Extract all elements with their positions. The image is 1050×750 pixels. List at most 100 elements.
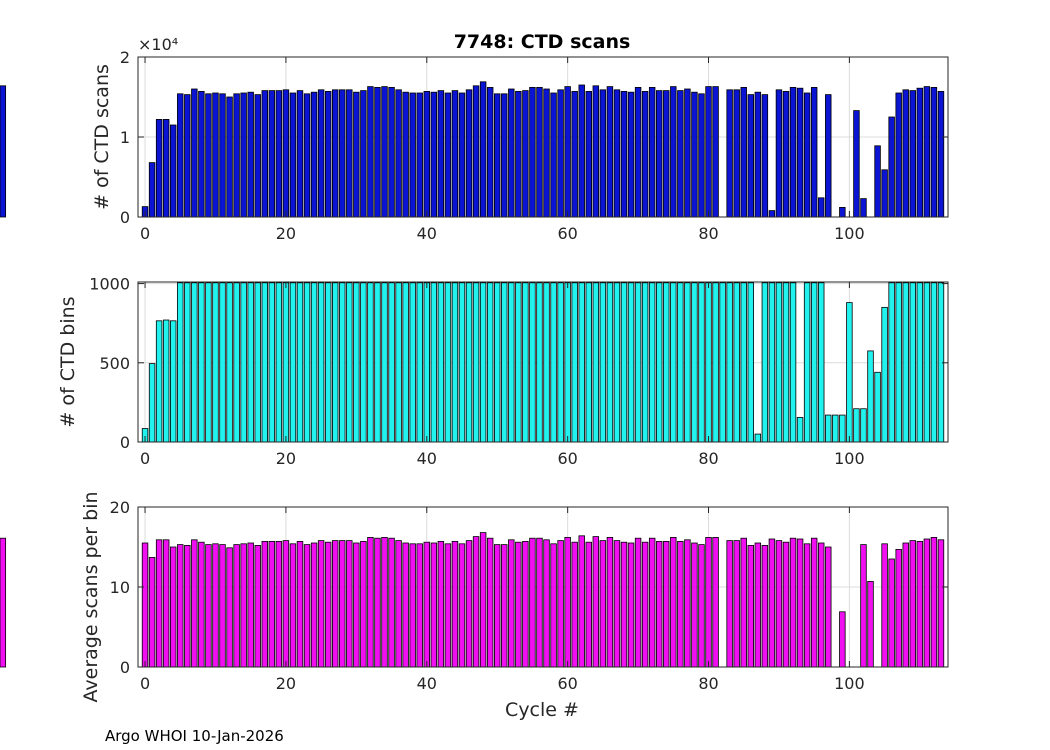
bar (867, 581, 874, 668)
bar (557, 282, 564, 443)
bar (916, 282, 924, 443)
bar (219, 282, 226, 443)
scans-panel: 7748: CTD scans ×10⁴ # of CTD scans 0 20 4… (0, 31, 949, 243)
bar (233, 544, 240, 668)
bar (620, 91, 628, 218)
bar (141, 542, 149, 668)
bar (296, 541, 304, 668)
bar (818, 282, 825, 443)
bar (177, 93, 184, 218)
bar (360, 282, 367, 443)
bar (740, 87, 747, 218)
bar (839, 206, 846, 218)
bar (909, 282, 916, 443)
bar (656, 541, 663, 668)
bar (409, 543, 416, 668)
bar (634, 282, 642, 443)
bar (825, 414, 832, 443)
bar (331, 540, 339, 668)
y-tick-label: 20 (110, 498, 130, 517)
bar (191, 88, 198, 218)
bar (317, 89, 325, 218)
x-tick-label: 100 (834, 224, 865, 243)
bar (782, 282, 790, 443)
bar (472, 536, 480, 668)
bar (515, 91, 522, 218)
bar (148, 557, 156, 668)
bar (726, 540, 733, 668)
bar (155, 320, 163, 443)
x-tick-label: 0 (140, 449, 150, 468)
bar (522, 90, 529, 218)
bar (592, 536, 600, 668)
bar (367, 537, 374, 668)
bar (782, 541, 790, 668)
bar (381, 86, 388, 218)
bar (508, 539, 515, 668)
bar (874, 371, 881, 443)
bar (289, 543, 297, 668)
x-tick-label: 80 (698, 674, 718, 693)
y-tick-label: 2 (120, 48, 130, 67)
bar (324, 282, 332, 443)
bar (648, 282, 656, 443)
x-axis-label: Cycle # (505, 699, 579, 721)
bar (240, 92, 247, 218)
bar (430, 542, 438, 668)
bar (606, 86, 614, 218)
bar (578, 535, 585, 668)
bar (578, 84, 585, 218)
bar (740, 537, 747, 668)
bar (684, 282, 691, 443)
bar (451, 90, 459, 218)
bar (606, 537, 614, 668)
y-tick-label: 500 (99, 354, 130, 373)
bar (768, 282, 776, 443)
bar (923, 538, 931, 668)
avg-panel: Average scans per bin Cycle # 0 20 40 60 80 1… (0, 491, 949, 721)
bar (493, 544, 501, 668)
bar (205, 93, 212, 218)
bar (705, 282, 712, 443)
bar (818, 542, 825, 668)
bar (796, 87, 804, 218)
bar (0, 85, 7, 218)
bar (303, 544, 311, 668)
bar (219, 93, 226, 218)
x-tick-label: 20 (276, 674, 296, 693)
bar (705, 86, 712, 218)
bar (641, 541, 649, 668)
y-tick-label: 0 (120, 208, 130, 227)
bar (803, 543, 811, 668)
bar (339, 540, 346, 668)
bar (606, 282, 614, 443)
bar (853, 110, 860, 218)
plot-area: 0 20 40 60 80 100 0 10 20 (0, 498, 949, 693)
bar (212, 543, 219, 668)
bar (331, 89, 339, 218)
bar (423, 282, 431, 443)
bar (409, 92, 416, 218)
bar (536, 87, 543, 218)
bar (395, 540, 402, 668)
bar (374, 87, 381, 218)
bar (346, 282, 353, 443)
bar (324, 541, 332, 668)
bar (620, 541, 628, 668)
bar (339, 282, 346, 443)
bar (810, 282, 818, 443)
bar (832, 414, 839, 443)
bar (796, 538, 804, 668)
bar (902, 89, 909, 218)
bar (444, 92, 452, 218)
bar (198, 282, 205, 443)
bar (902, 542, 909, 668)
footer-text: Argo WHOI 10-Jan-2026 (105, 727, 284, 745)
bar (501, 93, 508, 218)
bar (465, 540, 473, 668)
bar (275, 90, 283, 218)
bar (726, 89, 733, 218)
bar (529, 282, 536, 443)
bar (353, 91, 360, 218)
